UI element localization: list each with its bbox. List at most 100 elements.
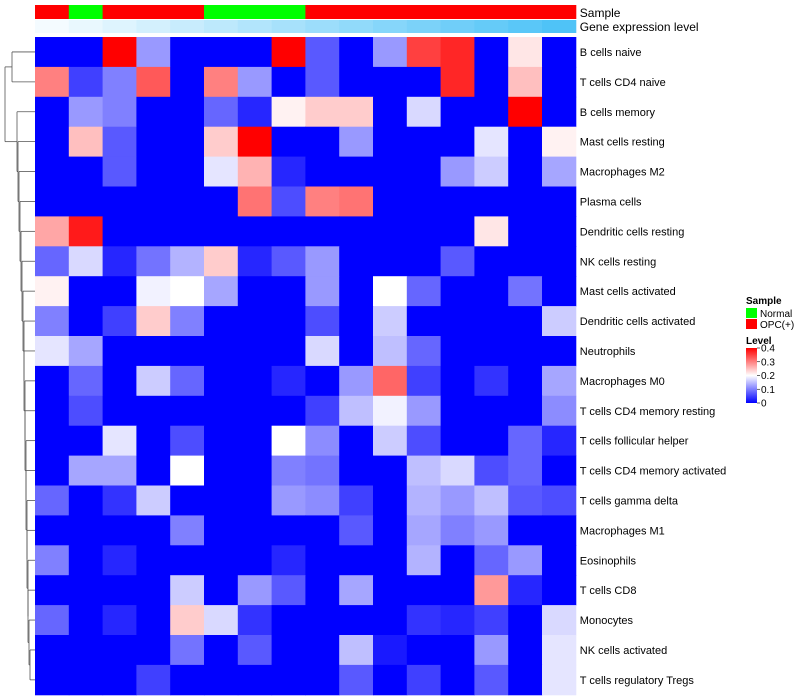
heatmap-cell: [440, 66, 475, 98]
heatmap-cell: [305, 156, 340, 187]
row-labels: B cells naive T cells CD4 naive B cells me…: [580, 47, 727, 687]
heatmap-cell: [271, 575, 306, 606]
heatmap-cell: [237, 246, 273, 277]
heatmap-cell: [373, 246, 408, 277]
heatmap-cell: [542, 126, 577, 158]
heatmap-cell: [237, 365, 273, 397]
heatmap-cell: [339, 635, 374, 666]
heatmap-cell: [305, 575, 340, 606]
heatmap-cell: [102, 365, 137, 397]
heatmap-cell: [508, 485, 543, 516]
row-label: Dendritic cells activated: [580, 316, 696, 328]
sample-track-cell: [305, 5, 340, 19]
heatmap-cell: [474, 515, 509, 546]
heatmap-cell: [406, 186, 442, 217]
heatmap-cell: [406, 156, 442, 187]
heatmap-cell: [237, 575, 273, 606]
heatmap-cell: [542, 635, 577, 666]
heatmap-cell: [237, 216, 273, 247]
heatmap-cell: [542, 37, 577, 68]
sample-track-cell: [170, 5, 205, 19]
heatmap-cell: [373, 575, 408, 606]
heatmap-cell: [305, 395, 340, 427]
heatmap-cell: [373, 515, 408, 546]
heatmap-cell: [237, 515, 273, 546]
heatmap-cell: [35, 485, 70, 516]
expression-track-cell: [474, 20, 509, 33]
heatmap-cell: [35, 365, 70, 397]
heatmap-cell: [305, 605, 340, 636]
heatmap-cell: [406, 664, 442, 696]
heatmap-cell: [237, 336, 273, 367]
heatmap-cell: [136, 605, 171, 636]
heatmap-cell: [305, 515, 340, 546]
heatmap-cell: [474, 365, 509, 397]
heatmap-cell: [373, 216, 408, 247]
heatmap-cell: [508, 336, 543, 367]
heatmap-cell: [339, 425, 374, 457]
row-label: T cells regulatory Tregs: [580, 675, 695, 687]
expression-track-cell: [508, 20, 543, 33]
heatmap-cell: [440, 455, 475, 486]
heatmap-cell: [474, 336, 509, 367]
sample-track-cell: [508, 5, 543, 19]
sample-track-cell: [68, 5, 104, 19]
heatmap-cell: [474, 66, 509, 98]
heatmap-cell: [35, 37, 70, 68]
heatmap-cell: [339, 96, 374, 128]
heatmap-cell: [373, 66, 408, 98]
heatmap-cell: [170, 336, 205, 367]
heatmap-cell: [237, 635, 273, 666]
heatmap-cell: [508, 66, 543, 98]
expression-track-cell: [35, 20, 70, 33]
heatmap-cell: [508, 246, 543, 277]
heatmap-cell: [542, 515, 577, 546]
heatmap-cell: [35, 306, 70, 337]
legend-tick-label: 0.4: [761, 344, 775, 355]
heatmap-cell: [170, 575, 205, 606]
heatmap-cell: [102, 605, 137, 636]
heatmap-cell: [170, 186, 205, 217]
heatmap-cell: [271, 395, 306, 427]
sample-track-cell: [474, 5, 509, 19]
heatmap-cell: [406, 96, 442, 128]
heatmap-cell: [102, 37, 137, 68]
heatmap-cell: [68, 276, 104, 307]
heatmap-cell: [136, 365, 171, 397]
heatmap-cell: [271, 635, 306, 666]
heatmap-cell: [170, 515, 205, 546]
heatmap-cell: [136, 485, 171, 516]
heatmap-cell: [136, 545, 171, 576]
heatmap-cell: [102, 156, 137, 187]
heatmap-cell: [102, 545, 137, 576]
heatmap-cell: [474, 395, 509, 427]
heatmap-cell: [204, 455, 239, 486]
heatmap-cell: [406, 336, 442, 367]
heatmap-cell: [542, 455, 577, 486]
heatmap-cell: [339, 545, 374, 576]
heatmap-cell: [204, 365, 239, 397]
heatmap-cell: [68, 664, 104, 696]
heatmap-cell: [440, 575, 475, 606]
heatmap-cell: [237, 455, 273, 486]
heatmap-cell: [305, 336, 340, 367]
heatmap-cell: [102, 635, 137, 666]
heatmap-cell: [136, 156, 171, 187]
heatmap-cell: [339, 156, 374, 187]
heatmap-cell: [68, 126, 104, 158]
heatmap-cell: [271, 306, 306, 337]
row-label: B cells memory: [580, 107, 656, 119]
heatmap-cell: [339, 395, 374, 427]
heatmap-cell: [406, 485, 442, 516]
heatmap-cell: [35, 156, 70, 187]
heatmap-cell: [474, 216, 509, 247]
heatmap-cell: [170, 395, 205, 427]
heatmap-cell: [170, 545, 205, 576]
heatmap-cell: [204, 515, 239, 546]
row-label: NK cells resting: [580, 256, 656, 268]
expression-track-cell: [136, 20, 171, 33]
heatmap-cell: [373, 605, 408, 636]
heatmap-cell: [136, 246, 171, 277]
sample-track-cell: [136, 5, 171, 19]
legend-sample-title: Sample: [746, 296, 782, 307]
